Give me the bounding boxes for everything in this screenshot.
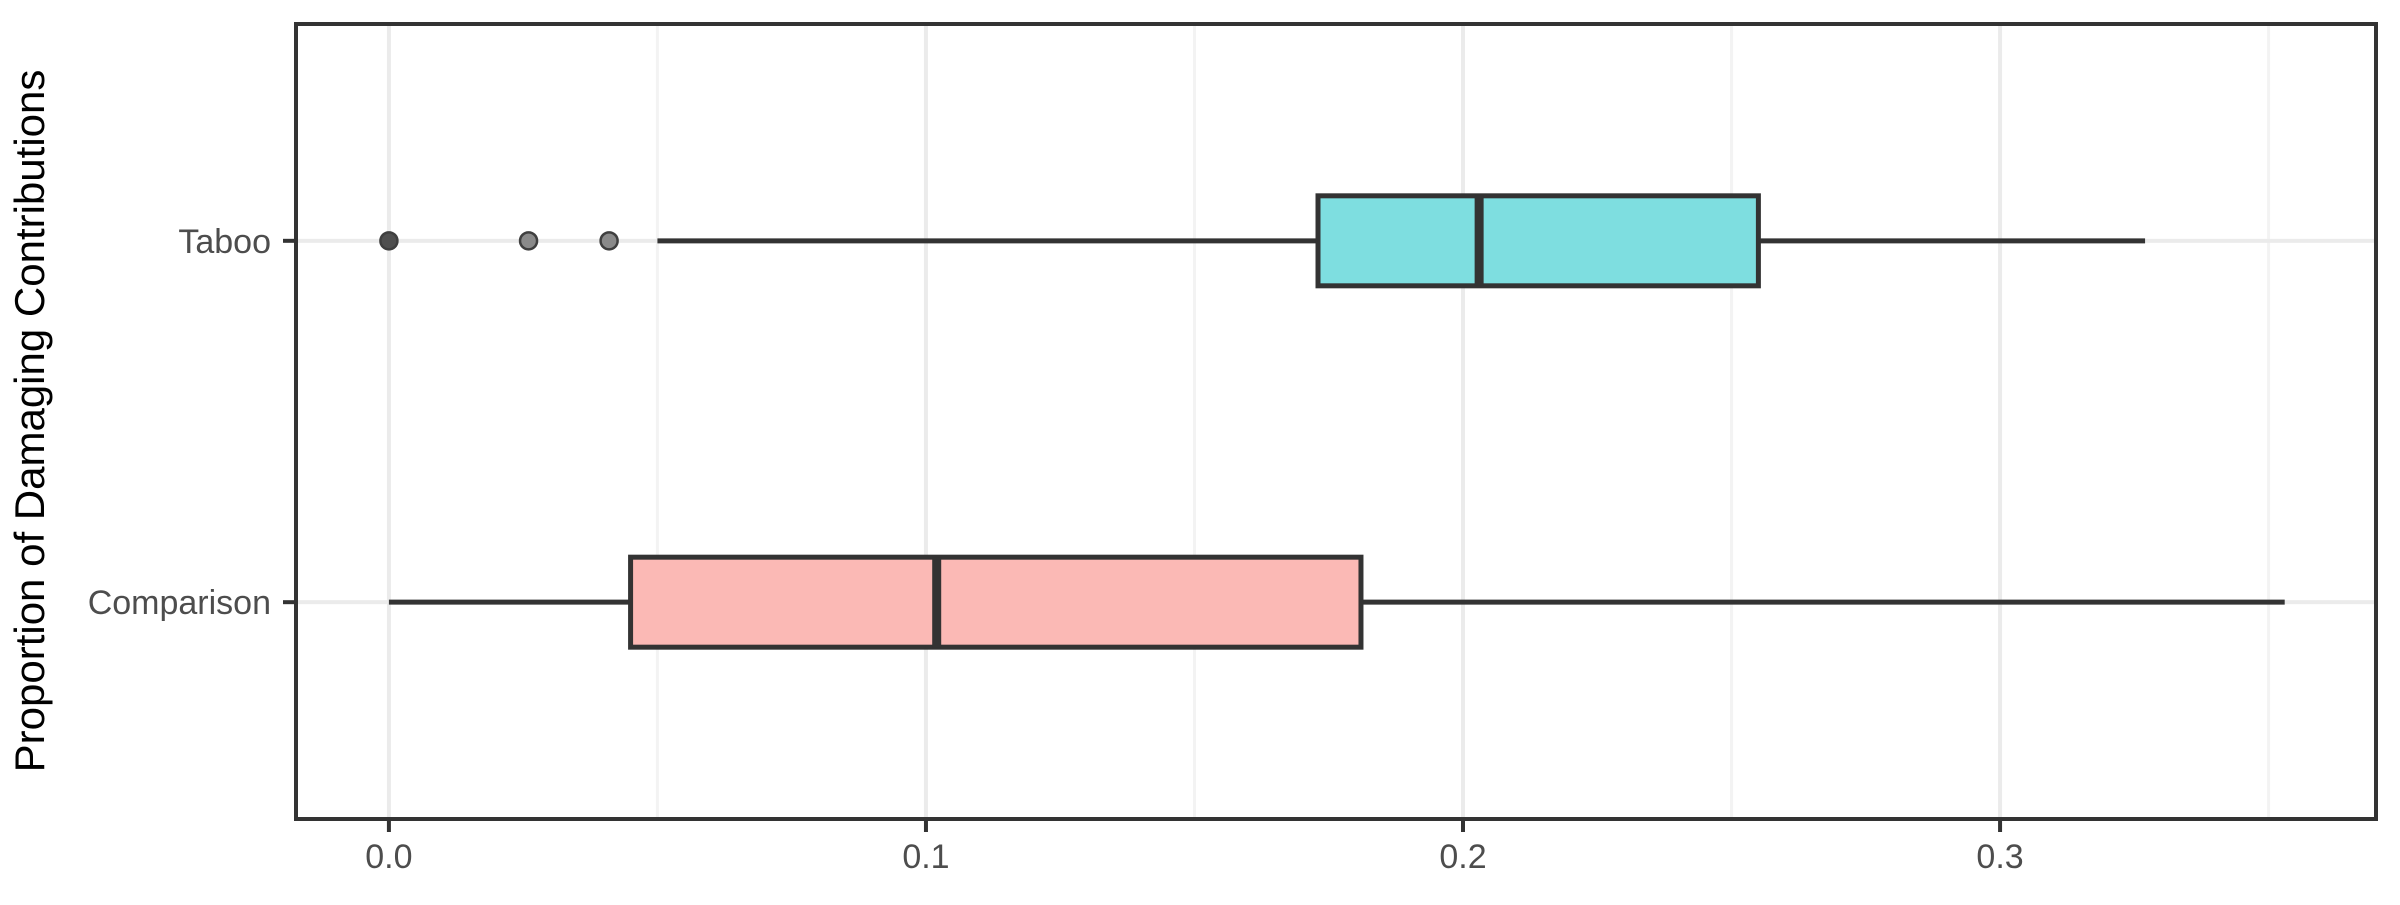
outlier-point-taboo [518, 231, 539, 251]
box-comparison [628, 554, 1364, 650]
x-tick-label: 0.3 [1976, 838, 2023, 876]
x-tick-label: 0.1 [902, 838, 949, 876]
outlier-point-taboo [599, 231, 619, 251]
x-tick-label: 0.0 [365, 838, 412, 876]
outlier-point-taboo [379, 231, 399, 251]
y-category-label-comparison: Comparison [88, 584, 271, 622]
box-taboo [1315, 193, 1761, 289]
y-category-label-taboo: Taboo [178, 223, 271, 261]
y-axis-title: Proportion of Damaging Contributions [6, 70, 53, 773]
x-tick-label: 0.2 [1439, 838, 1486, 876]
panel-border [294, 22, 2378, 821]
